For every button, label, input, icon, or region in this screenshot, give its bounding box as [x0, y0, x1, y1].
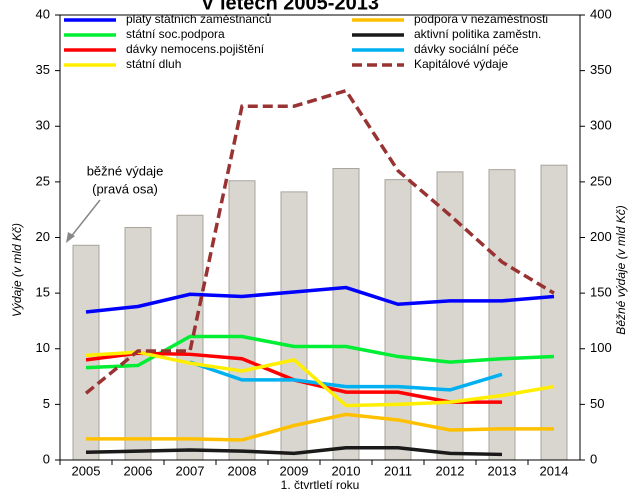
y2-tick-label: 200	[590, 229, 612, 244]
legend-label: státní dluh	[126, 57, 181, 71]
x-tick-label: 2013	[488, 463, 517, 478]
bar	[72, 244, 100, 461]
bar	[280, 191, 308, 461]
y-tick-label: 20	[36, 229, 50, 244]
annotation-arrow	[69, 199, 101, 239]
x-tick-label: 2014	[540, 463, 569, 478]
y-tick-label: 30	[36, 118, 50, 133]
bar	[228, 180, 256, 461]
bar	[124, 226, 152, 461]
x-tick-label: 2010	[332, 463, 361, 478]
y2-tick-label: 50	[590, 396, 604, 411]
x-tick-label: 2009	[280, 463, 309, 478]
y-tick-label: 0	[43, 451, 50, 466]
annotation: (pravá osa)	[92, 181, 158, 196]
line-series	[85, 350, 555, 408]
y2-tick-label: 0	[590, 451, 597, 466]
y-tick-label: 25	[36, 173, 50, 188]
legend-label: aktivní politika zaměstn.	[414, 27, 541, 41]
chart-title: V letech 2005-2013	[201, 0, 379, 14]
legend-label: platy státních zaměstnanců	[126, 12, 271, 26]
y2-axis-label: Běžné výdaje (v mld Kč)	[614, 205, 628, 334]
bar	[332, 168, 360, 461]
y-tick-label: 10	[36, 340, 50, 355]
y-tick-label: 5	[43, 396, 50, 411]
y-tick-label: 35	[36, 62, 50, 77]
y2-tick-label: 350	[590, 62, 612, 77]
line-series	[86, 412, 554, 442]
legend-label: dávky nemocens.pojištění	[126, 42, 265, 56]
bar	[488, 169, 516, 461]
legend-label: státní soc.podpora	[126, 27, 225, 41]
legend-label: dávky sociální péče	[414, 42, 519, 56]
x-tick-label: 2011	[384, 463, 412, 478]
line-series	[189, 360, 503, 392]
bar	[540, 164, 568, 461]
x-tick-label: 2008	[228, 463, 257, 478]
y2-tick-label: 150	[590, 285, 612, 300]
legend-label: podpora v nezaměstnosti	[414, 12, 548, 26]
line-series	[85, 285, 555, 314]
legend-label: Kapitálové výdaje	[414, 57, 508, 71]
y2-tick-label: 300	[590, 118, 612, 133]
y2-tick-label: 100	[590, 340, 612, 355]
annotation-arrowhead	[66, 232, 75, 243]
x-axis-label: 1. čtvrtletí roku	[281, 478, 360, 492]
x-tick-label: 2012	[436, 463, 465, 478]
y-tick-label: 40	[36, 6, 50, 21]
y2-tick-label: 400	[590, 6, 612, 21]
y-axis-label: Výdaje (v mld Kč)	[10, 223, 24, 317]
x-tick-label: 2005	[72, 463, 101, 478]
x-tick-label: 2007	[176, 463, 205, 478]
line-series	[84, 88, 555, 395]
y2-tick-label: 250	[590, 173, 612, 188]
y-tick-label: 15	[36, 285, 50, 300]
plot-frame	[59, 14, 581, 461]
line-series	[85, 446, 503, 457]
bar	[384, 179, 412, 461]
x-tick-label: 2006	[124, 463, 153, 478]
annotation: běžné výdaje	[87, 163, 164, 178]
